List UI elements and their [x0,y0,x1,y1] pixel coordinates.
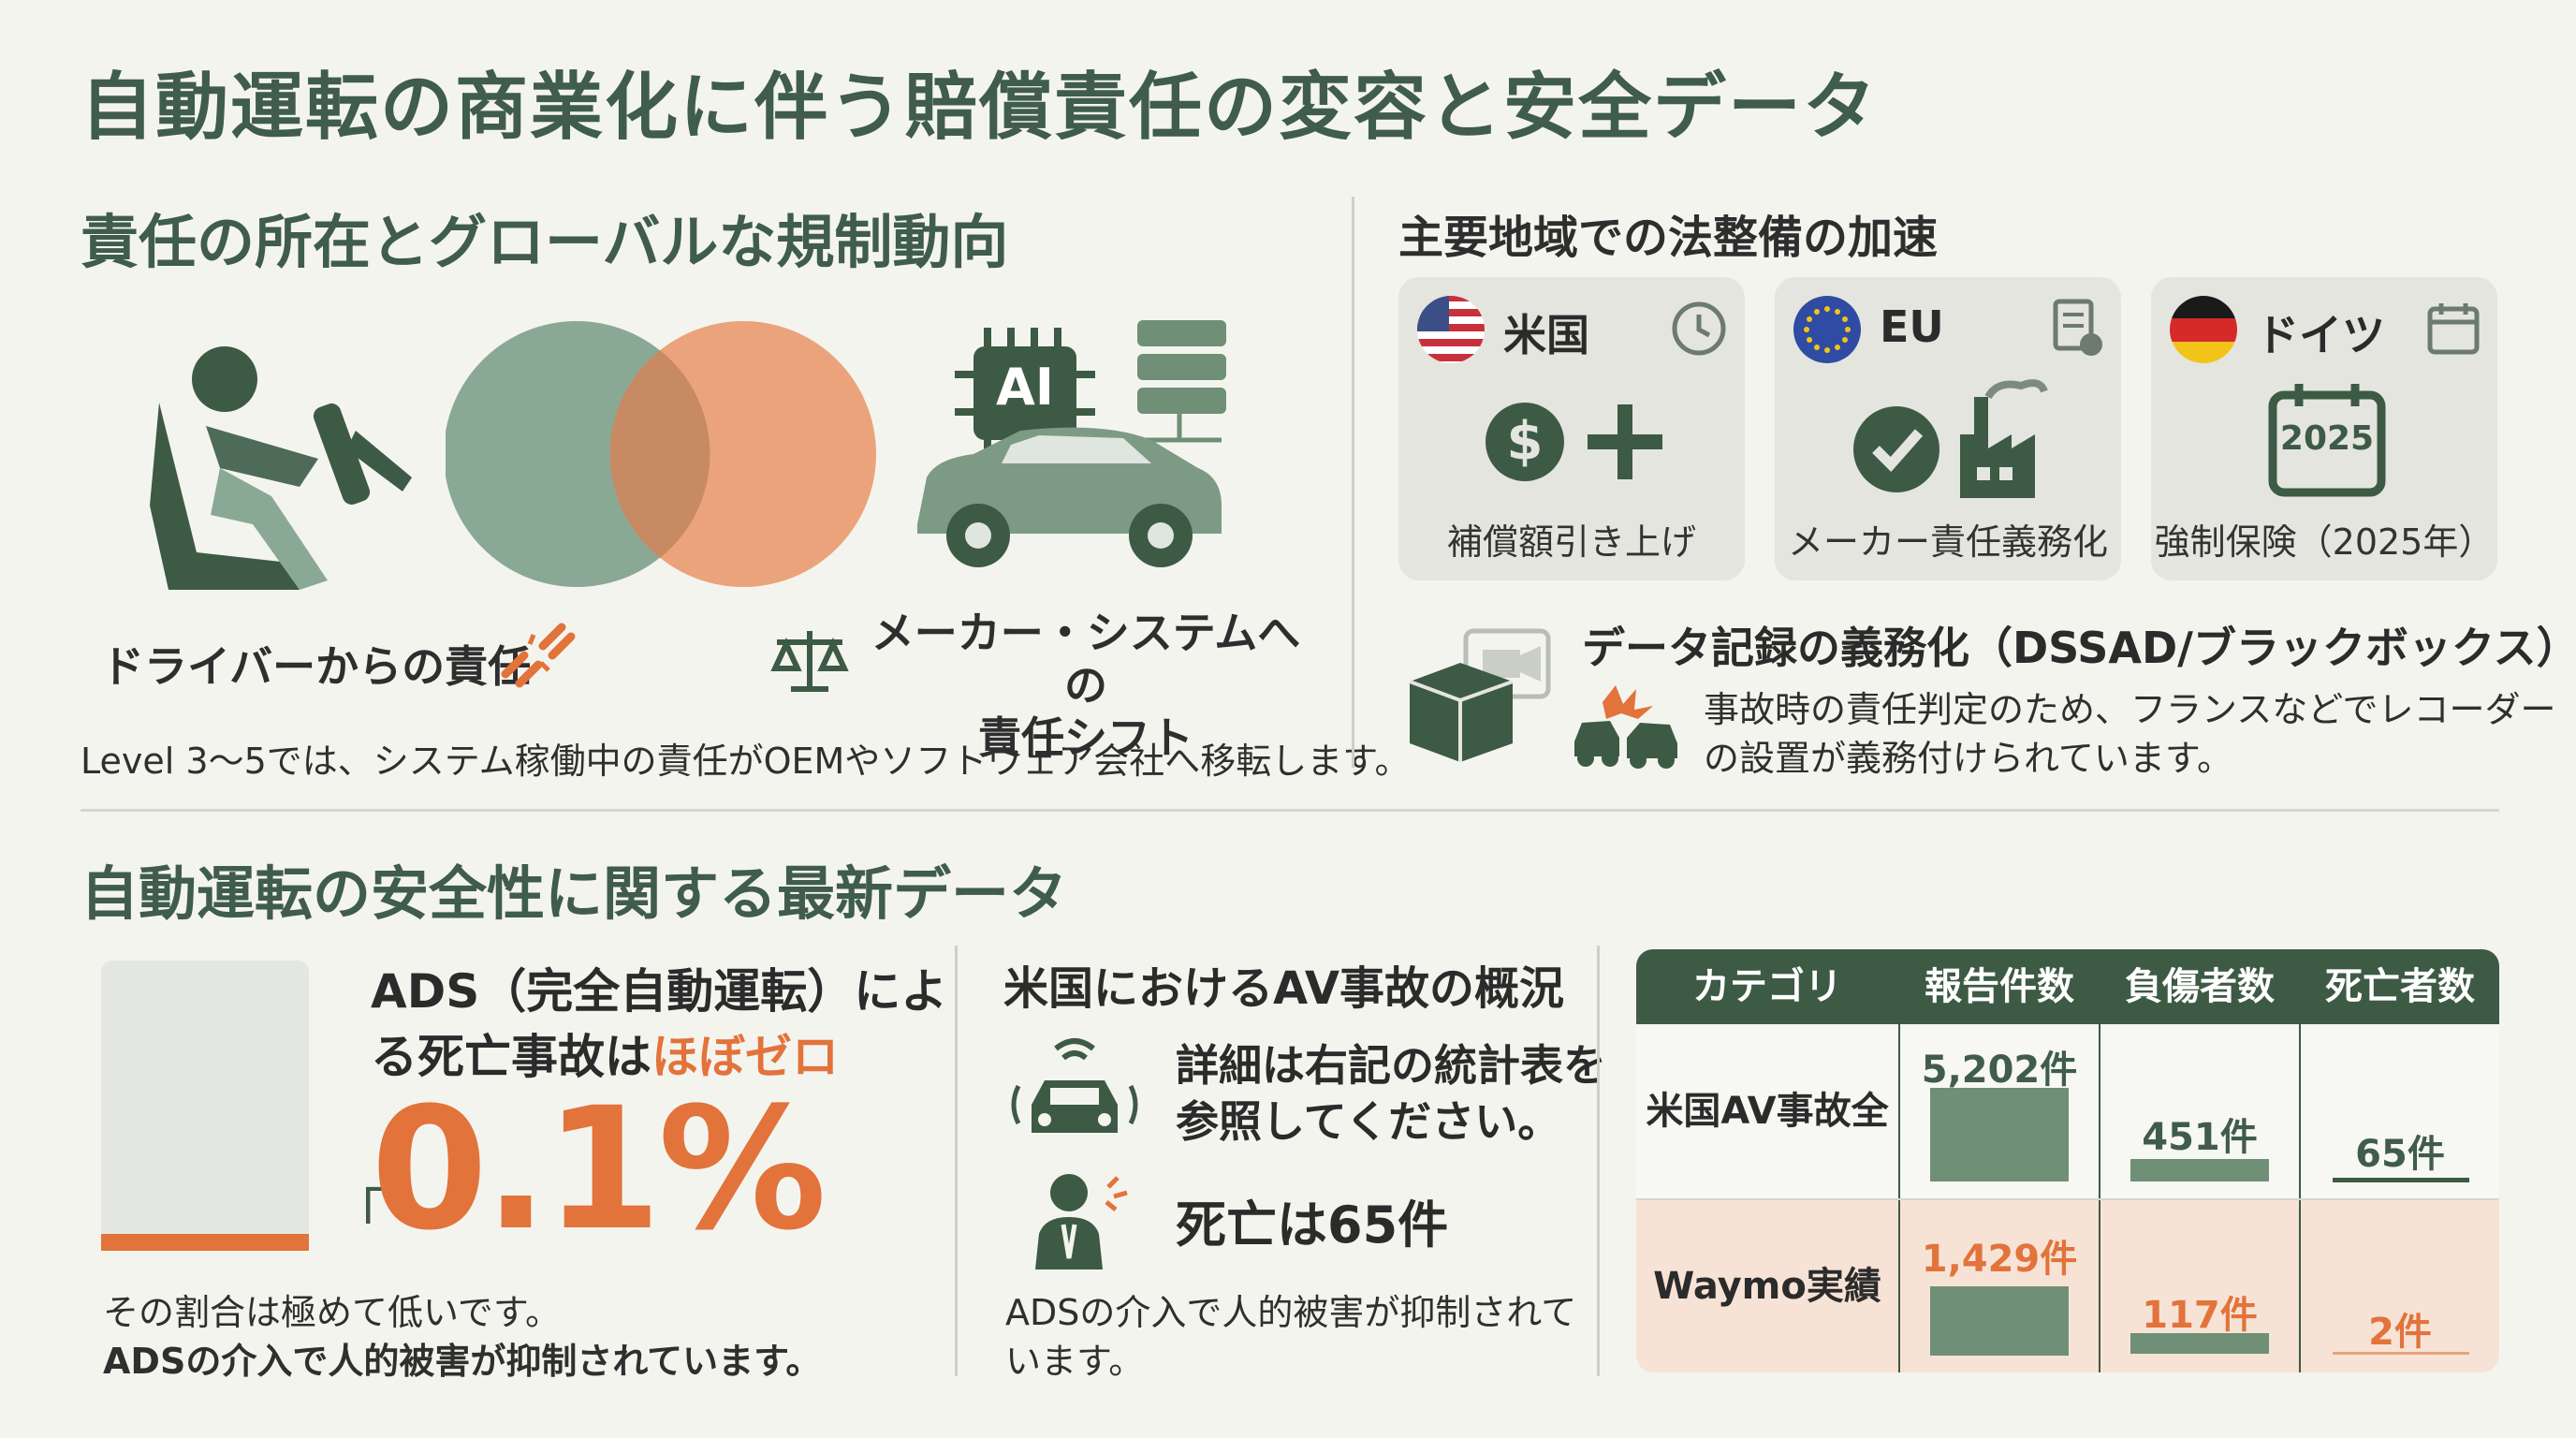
us-detail: 詳細は右記の統計表を 参照してください。 [1176,1037,1606,1150]
autonomous-car-icon [1011,1038,1138,1133]
col-sep [2299,949,2301,1372]
horizontal-divider [80,809,2499,812]
col-sep [1898,949,1900,1372]
us-detail-line2: 参照してください。 [1176,1096,1561,1147]
clock-icon [1672,301,1726,356]
row1-reports-bar [1930,1088,2069,1181]
fatality-ratio-fill [101,1234,309,1251]
region-name-us: 米国 [1503,310,1589,360]
svg-text:$: $ [1507,411,1544,472]
row1-reports: 5,202件 [1921,1049,2078,1092]
ads-note-line1: その割合は極めて低いです。 [103,1292,562,1333]
liability-heading: 責任の所在とグローバルな規制動向 [80,208,1009,276]
data-record-line2: の設置が義務付けられています。 [1704,738,2233,779]
black-box-icon [1409,628,1551,762]
ads-note-line2: ADSの介入で人的被害が抑制されています。 [103,1341,822,1382]
row1-deaths-bar [2333,1178,2469,1182]
us-flag-icon [1417,296,1485,363]
ai-chip-label: AI [996,358,1054,417]
crash-icon [1574,685,1677,769]
divider-3 [1597,946,1600,1376]
germany-flag-icon [2170,296,2237,363]
col-header-reports: 報告件数 [1900,949,2099,1024]
document-check-icon [2053,299,2102,356]
row-category: 米国AV事故全体 [1646,1090,1889,1307]
region-card-germany: ドイツ 2025 強制保険（2025年） [2151,277,2497,580]
ai-car-icon: AI [899,309,1236,580]
data-record-title: データ記録の義務化（DSSAD/ブラックボックス） [1582,623,2576,673]
data-record-description: 事故時の責任判定のため、フランスなどでレコーダー の設置が義務付けられています。 [1704,685,2555,783]
row-category: Waymo実績 [1653,1265,1881,1308]
safety-heading: 自動運転の安全性に関する最新データ [80,859,1068,928]
ads-note: その割合は極めて低いです。 ADSの介入で人的被害が抑制されています。 [103,1288,821,1386]
calendar-year: 2025 [2279,419,2375,458]
stats-table: カテゴリ 報告件数 負傷者数 死亡者数 米国AV事故全体 5,202件 451件… [1636,949,2499,1372]
us-note-line2: います。 [1005,1341,1145,1382]
row1-injuries-bar [2130,1159,2269,1181]
system-shift-line1: メーカー・システムへの [871,608,1301,711]
calendar-small-icon [2427,303,2480,355]
region-caption-germany: 強制保険（2025年） [2154,521,2495,563]
system-shift-line2: 責任シフト [978,712,1193,763]
region-caption-eu: メーカー責任義務化 [1787,521,2108,563]
ads-headline: ADS（完全自動運転）によ る死亡事故はほぼゼロ [371,959,947,1090]
region-card-us: 米国 $ 補償額引き上げ [1398,277,1745,580]
calendar-2025-icon: 2025 [2267,382,2387,498]
row2-deaths: 2件 [2368,1311,2432,1354]
fatality-percent: 0.1% [371,1072,827,1268]
col-header-deaths: 死亡者数 [2301,949,2499,1024]
broken-link-icon [501,623,576,688]
injured-person-icon [1035,1174,1128,1269]
us-note-line1: ADSの介入で人的被害が抑制されて [1005,1292,1577,1333]
driver-responsibility-label: ドライバーからの責任 [101,641,532,692]
responsibility-venn-diagram [446,321,876,587]
driver-seat-icon [150,346,412,590]
ads-line2-prefix: る死亡事故は [371,1030,651,1084]
fatality-ratio-gauge [101,961,309,1251]
system-shift-label: メーカー・システムへの 責任シフト [861,607,1310,764]
regions-heading: 主要地域での法整備の加速 [1398,212,1939,264]
row1-deaths: 65件 [2355,1133,2445,1176]
row2-injuries-bar [2130,1333,2269,1354]
bracket-mark: 「 [329,1183,386,1249]
ads-headline-line2: る死亡事故はほぼゼロ [371,1024,947,1090]
col-header-injuries: 負傷者数 [2100,949,2299,1024]
col-sep [2099,949,2100,1372]
data-record-line1: 事故時の責任判定のため、フランスなどでレコーダー [1704,689,2556,730]
col-header-category: カテゴリ [1636,949,1898,1024]
section-divider [1352,197,1354,768]
ads-headline-line1: ADS（完全自動運転）によ [371,964,948,1019]
region-caption-us: 補償額引き上げ [1446,521,1696,563]
dollar-plus-icon: $ [1486,403,1662,481]
region-name-eu: EU [1880,301,1944,352]
us-note: ADSの介入で人的被害が抑制されて います。 [1005,1288,1576,1386]
row1-injuries: 451件 [2142,1116,2258,1159]
level-note: Level 3〜5では、システム稼働中の責任がOEMやソフトウェア会社へ移転しま… [80,741,1411,782]
us-detail-line1: 詳細は右記の統計表を [1176,1040,1606,1091]
row2-reports: 1,429件 [1921,1238,2078,1281]
us-overview-heading: 米国におけるAV事故の概況 [1003,962,1565,1015]
region-name-germany: ドイツ [2256,310,2385,360]
factory-check-icon [1853,379,2048,498]
ads-highlight: ほぼゼロ [651,1030,839,1084]
divider-2 [955,946,958,1376]
page-title: 自動運転の商業化に伴う賠償責任の変容と安全データ [80,66,1879,150]
scale-icon [770,631,849,692]
region-card-eu: EU メーカー責任義務化 [1775,277,2121,580]
row-sep [1636,1198,2499,1200]
us-fatality-text: 死亡は65件 [1176,1196,1449,1255]
row2-reports-bar [1930,1286,2069,1356]
row2-deaths-bar [2333,1352,2469,1355]
row2-injuries: 117件 [2142,1294,2258,1337]
eu-flag-icon [1793,296,1861,363]
